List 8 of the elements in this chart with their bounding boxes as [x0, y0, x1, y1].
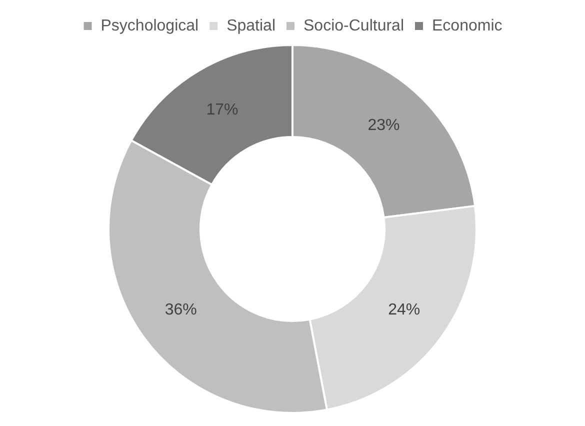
legend-label: Spatial — [226, 17, 276, 34]
legend-label: Socio-Cultural — [304, 17, 404, 34]
data-label: 36% — [164, 302, 197, 319]
legend-label: Economic — [432, 17, 502, 34]
legend-label: Psychological — [100, 17, 199, 34]
data-label: 23% — [368, 116, 400, 134]
data-label: 17% — [206, 102, 238, 119]
data-label: 24% — [388, 302, 420, 319]
